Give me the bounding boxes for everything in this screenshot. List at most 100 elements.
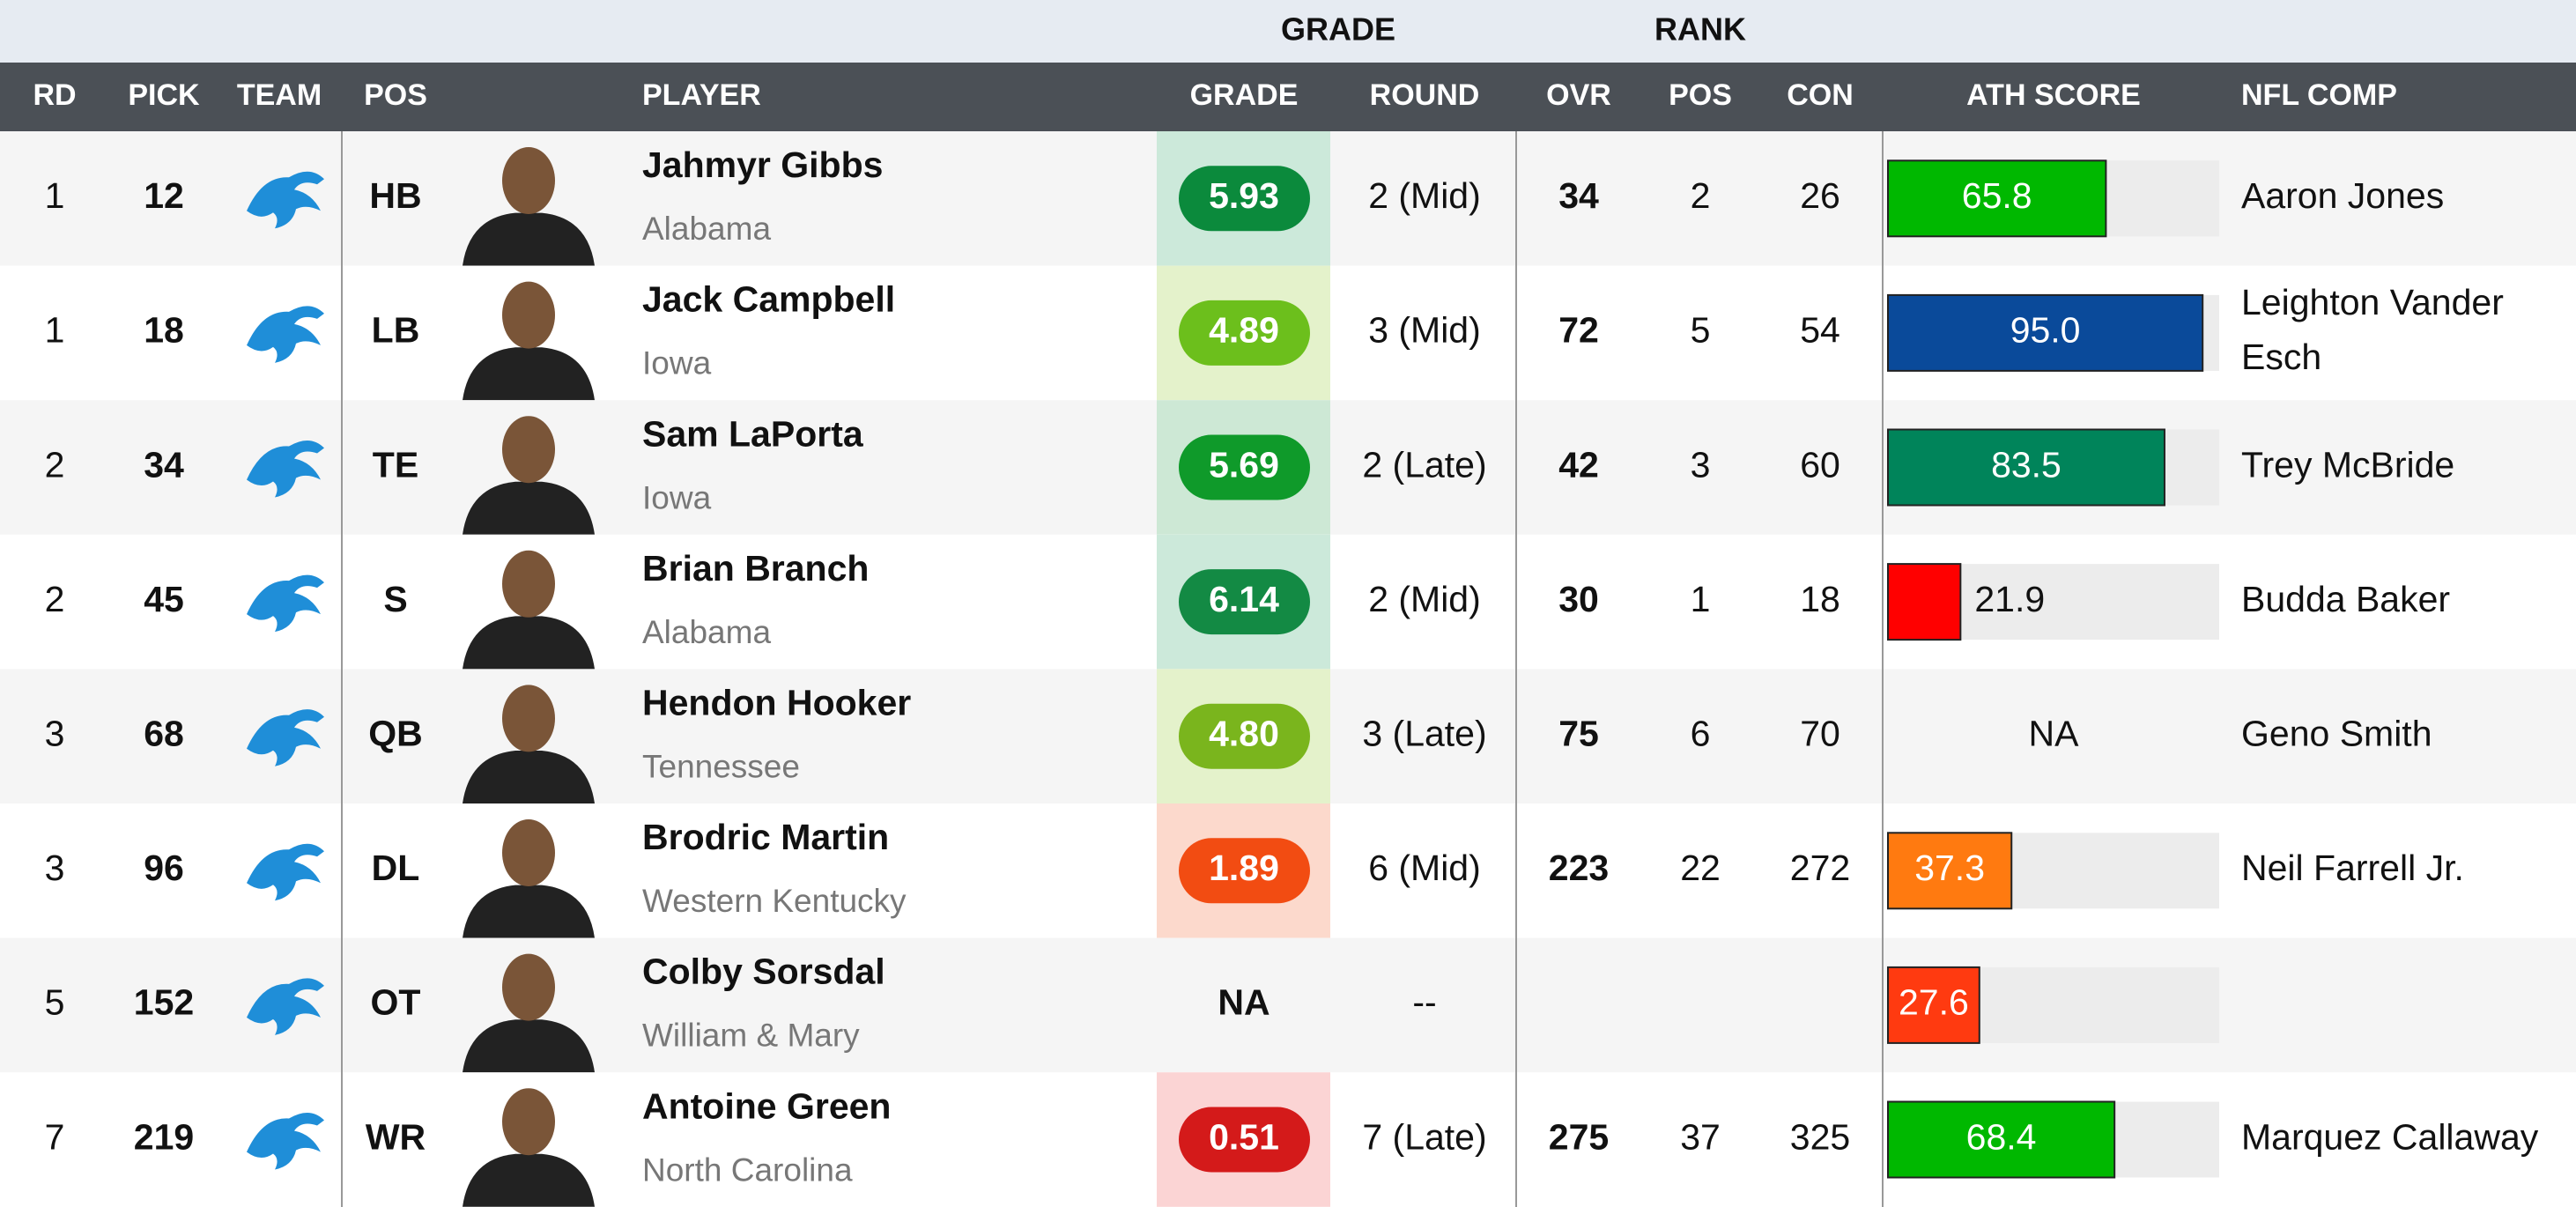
con: 60 xyxy=(1800,444,1840,485)
comp: Budda Baker xyxy=(2241,579,2450,619)
team-logo xyxy=(247,171,324,229)
column-header: PLAYER xyxy=(642,78,761,112)
headshot-body xyxy=(463,616,595,670)
rd: 3 xyxy=(45,714,65,754)
team-logo xyxy=(247,1112,324,1170)
ath: NA xyxy=(2029,714,2080,754)
ath-bar xyxy=(1887,832,2013,910)
column-header: NFL COMP xyxy=(2241,78,2397,112)
rd: 1 xyxy=(45,310,65,351)
pos: WR xyxy=(366,1116,426,1157)
pos-rank: 2 xyxy=(1691,175,1711,216)
pos: QB xyxy=(368,714,423,754)
rd: 5 xyxy=(45,982,65,1023)
headshot-body xyxy=(463,751,595,803)
ath: 68.4 xyxy=(1966,1116,2037,1157)
ath-bar xyxy=(1887,159,2107,238)
grade-pill xyxy=(1179,1107,1310,1173)
pos-rank: 6 xyxy=(1691,714,1711,754)
headshot-head xyxy=(502,953,555,1021)
player-school: Western Kentucky xyxy=(642,883,907,919)
ath-bar xyxy=(1887,563,1962,641)
round: -- xyxy=(1412,982,1436,1023)
con: 18 xyxy=(1800,579,1840,619)
grade: 6.14 xyxy=(1209,579,1279,619)
headshot-body xyxy=(463,1153,595,1207)
ath: 27.6 xyxy=(1899,982,1969,1023)
player-name: Antoine Green xyxy=(642,1085,891,1126)
team-logo xyxy=(247,978,324,1035)
pick: 34 xyxy=(144,444,184,485)
pick: 45 xyxy=(144,579,184,619)
ath-bar xyxy=(1887,1100,2116,1179)
column-header: OVR xyxy=(1546,78,1611,112)
headshot-head xyxy=(502,819,555,886)
pos-rank: 1 xyxy=(1691,579,1711,619)
headshot-head xyxy=(502,147,555,214)
grade: 5.93 xyxy=(1209,175,1279,216)
player-name: Jahmyr Gibbs xyxy=(642,144,883,185)
headshot-body xyxy=(463,481,595,535)
ath: 37.3 xyxy=(1914,848,1985,888)
rd: 2 xyxy=(45,579,65,619)
grade-pill xyxy=(1179,434,1310,500)
comp: Trey McBride xyxy=(2241,444,2454,485)
grade: NA xyxy=(1218,982,1269,1023)
ovr: 275 xyxy=(1549,1116,1609,1157)
rd: 7 xyxy=(45,1116,65,1157)
grade: 0.51 xyxy=(1209,1116,1279,1157)
team-logo xyxy=(247,843,324,901)
ovr: 42 xyxy=(1558,444,1599,485)
grade-pill xyxy=(1179,300,1310,366)
team-logo xyxy=(247,440,324,498)
headshot-head xyxy=(502,281,555,349)
grade: 4.80 xyxy=(1209,714,1279,754)
player-name: Brodric Martin xyxy=(642,817,889,857)
pos: DL xyxy=(372,848,420,888)
pos: HB xyxy=(369,175,421,216)
round: 3 (Late) xyxy=(1362,714,1486,754)
player-name: Brian Branch xyxy=(642,548,869,589)
pos: TE xyxy=(373,444,418,485)
pick: 68 xyxy=(144,714,184,754)
column-header: POS xyxy=(1669,78,1732,112)
rd: 2 xyxy=(45,444,65,485)
con: 54 xyxy=(1800,310,1840,351)
round: 3 (Mid) xyxy=(1368,310,1481,351)
player-school: William & Mary xyxy=(642,1018,860,1054)
column-header: RD xyxy=(33,78,76,112)
column-header: POS xyxy=(364,78,427,112)
headshot-head xyxy=(502,550,555,618)
ovr: 75 xyxy=(1558,714,1599,754)
column-header: TEAM xyxy=(237,78,322,112)
headshot-head xyxy=(502,685,555,752)
ovr: 72 xyxy=(1558,310,1599,351)
headshot-body xyxy=(463,347,595,401)
ovr: 34 xyxy=(1558,175,1599,216)
ath: 65.8 xyxy=(1962,175,2032,216)
ath: 83.5 xyxy=(1991,444,2062,485)
headshot-body xyxy=(463,1019,595,1073)
player-name: Colby Sorsdal xyxy=(642,952,885,992)
ovr: 223 xyxy=(1549,848,1609,888)
player-name: Jack Campbell xyxy=(642,279,895,320)
column-header-band xyxy=(0,63,2576,131)
headshot-head xyxy=(502,416,555,484)
grade: 5.69 xyxy=(1209,444,1279,485)
grade: 4.89 xyxy=(1209,310,1279,351)
ath-bar xyxy=(1887,428,2165,507)
team-logo xyxy=(247,306,324,363)
headshot-body xyxy=(463,885,595,938)
ath: 95.0 xyxy=(2010,310,2081,351)
rd: 1 xyxy=(45,175,65,216)
column-header: CON xyxy=(1787,78,1854,112)
pick: 18 xyxy=(144,310,184,351)
rd: 3 xyxy=(45,848,65,888)
pos: OT xyxy=(371,982,421,1023)
player-school: Alabama xyxy=(642,614,771,650)
pos-rank: 3 xyxy=(1691,444,1711,485)
player-school: Iowa xyxy=(642,479,712,515)
pos-rank: 22 xyxy=(1680,848,1721,888)
column-header: ROUND xyxy=(1370,78,1480,112)
